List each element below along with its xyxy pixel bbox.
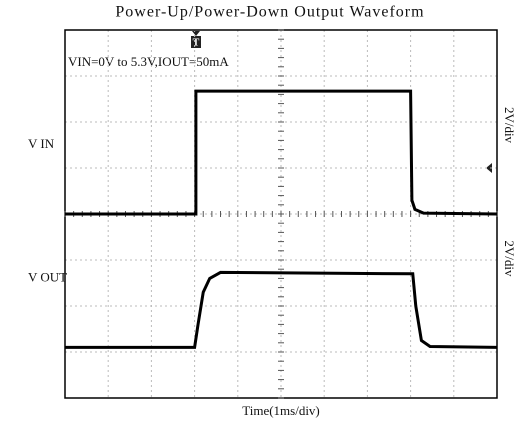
chart-title: Power-Up/Power-Down Output Waveform <box>115 4 424 21</box>
annotation: VIN=0V to 5.3V,IOUT=50mA <box>68 54 229 69</box>
channel-label: V OUT <box>28 269 67 284</box>
scale-label: 2V/div <box>502 107 517 144</box>
svg-text:T: T <box>193 37 200 48</box>
level-marker <box>486 163 492 173</box>
trigger-marker: T <box>191 31 201 48</box>
scale-label: 2V/div <box>502 240 517 277</box>
x-axis-label: Time(1ms/div) <box>242 403 320 418</box>
waveform <box>65 270 498 349</box>
channel-label: V IN <box>28 136 55 151</box>
waveform <box>65 89 498 216</box>
